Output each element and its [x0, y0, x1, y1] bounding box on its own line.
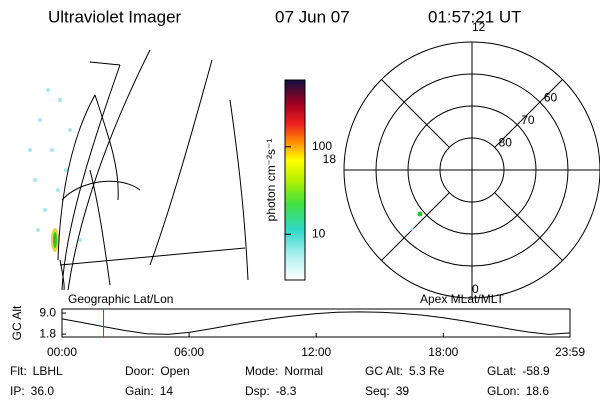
- polar-spoke: [381, 79, 450, 148]
- lat-circle: [407, 105, 537, 235]
- footer-field: GLon: 18.6: [487, 384, 549, 398]
- mlt-label: 18: [323, 152, 337, 166]
- lat-circle: [439, 137, 505, 203]
- lat-label: 80: [499, 136, 513, 150]
- field-value: LBHL: [33, 364, 63, 378]
- footer-field: GC Alt: 5.3 Re: [365, 364, 445, 378]
- field-value: 5.3 Re: [409, 364, 445, 378]
- colorbar-tick-label: 100: [312, 139, 332, 153]
- polar-caption: Apex MLat/MLT: [420, 292, 504, 306]
- y-tick-label: 1.8: [39, 326, 56, 340]
- footer-field: Mode: Normal: [245, 364, 323, 378]
- footer-field: IP: 36.0: [10, 384, 54, 398]
- footer-field: Door: Open: [125, 364, 190, 378]
- field-value: 39: [396, 384, 410, 398]
- mlt-label: 12: [472, 20, 486, 34]
- x-tick-label: 18:00: [428, 345, 458, 359]
- field-label: Mode:: [245, 364, 278, 378]
- polar-spoke: [494, 192, 563, 261]
- map-panel: [28, 49, 249, 291]
- field-value: 14: [160, 384, 174, 398]
- date: 07 Jun 07: [275, 7, 350, 26]
- colorbar-label: photon cm⁻²s⁻¹: [264, 139, 278, 222]
- colorbar: [284, 79, 306, 281]
- footer-field: Gain: 14: [125, 384, 173, 398]
- time: 01:57:21 UT: [428, 7, 522, 26]
- aurora-spot: [410, 227, 414, 231]
- field-label: Door:: [125, 364, 154, 378]
- polar-spoke: [494, 79, 563, 148]
- x-tick-label: 12:00: [301, 345, 331, 359]
- lat-circle: [375, 73, 569, 267]
- x-tick-label: 00:00: [47, 345, 77, 359]
- field-value: Normal: [284, 364, 323, 378]
- field-value: -58.9: [522, 364, 550, 378]
- x-tick-label: 23:59: [555, 345, 585, 359]
- field-label: GC Alt:: [365, 364, 403, 378]
- polar-panel: [343, 41, 600, 299]
- x-tick-label: 06:00: [174, 345, 204, 359]
- lat-label: 70: [521, 113, 535, 127]
- field-label: Flt:: [10, 364, 27, 378]
- field-label: Gain:: [125, 384, 154, 398]
- mlt-label: 0: [472, 282, 479, 296]
- field-value: 18.6: [526, 384, 550, 398]
- colorbar-tick-label: 10: [312, 226, 326, 240]
- altitude-line: [61, 311, 571, 335]
- field-label: IP:: [10, 384, 25, 398]
- field-value: 36.0: [31, 384, 55, 398]
- y-axis-label: GC Alt: [10, 305, 24, 340]
- field-label: Seq:: [365, 384, 390, 398]
- lat-label: 60: [544, 90, 558, 104]
- footer-field: Dsp: -8.3: [245, 384, 297, 398]
- y-tick-label: 9.0: [39, 305, 56, 319]
- field-value: -8.3: [276, 384, 297, 398]
- polar-spoke: [381, 192, 450, 261]
- field-label: Dsp:: [245, 384, 270, 398]
- field-label: GLon:: [487, 384, 520, 398]
- footer-field: Flt: LBHL: [10, 364, 63, 378]
- footer-field: Seq: 39: [365, 384, 409, 398]
- title: Ultraviolet Imager: [48, 7, 182, 26]
- field-label: GLat:: [487, 364, 516, 378]
- field-value: Open: [160, 364, 189, 378]
- footer-field: GLat: -58.9: [487, 364, 550, 378]
- aurora-spot: [417, 211, 423, 217]
- map-caption: Geographic Lat/Lon: [68, 292, 173, 306]
